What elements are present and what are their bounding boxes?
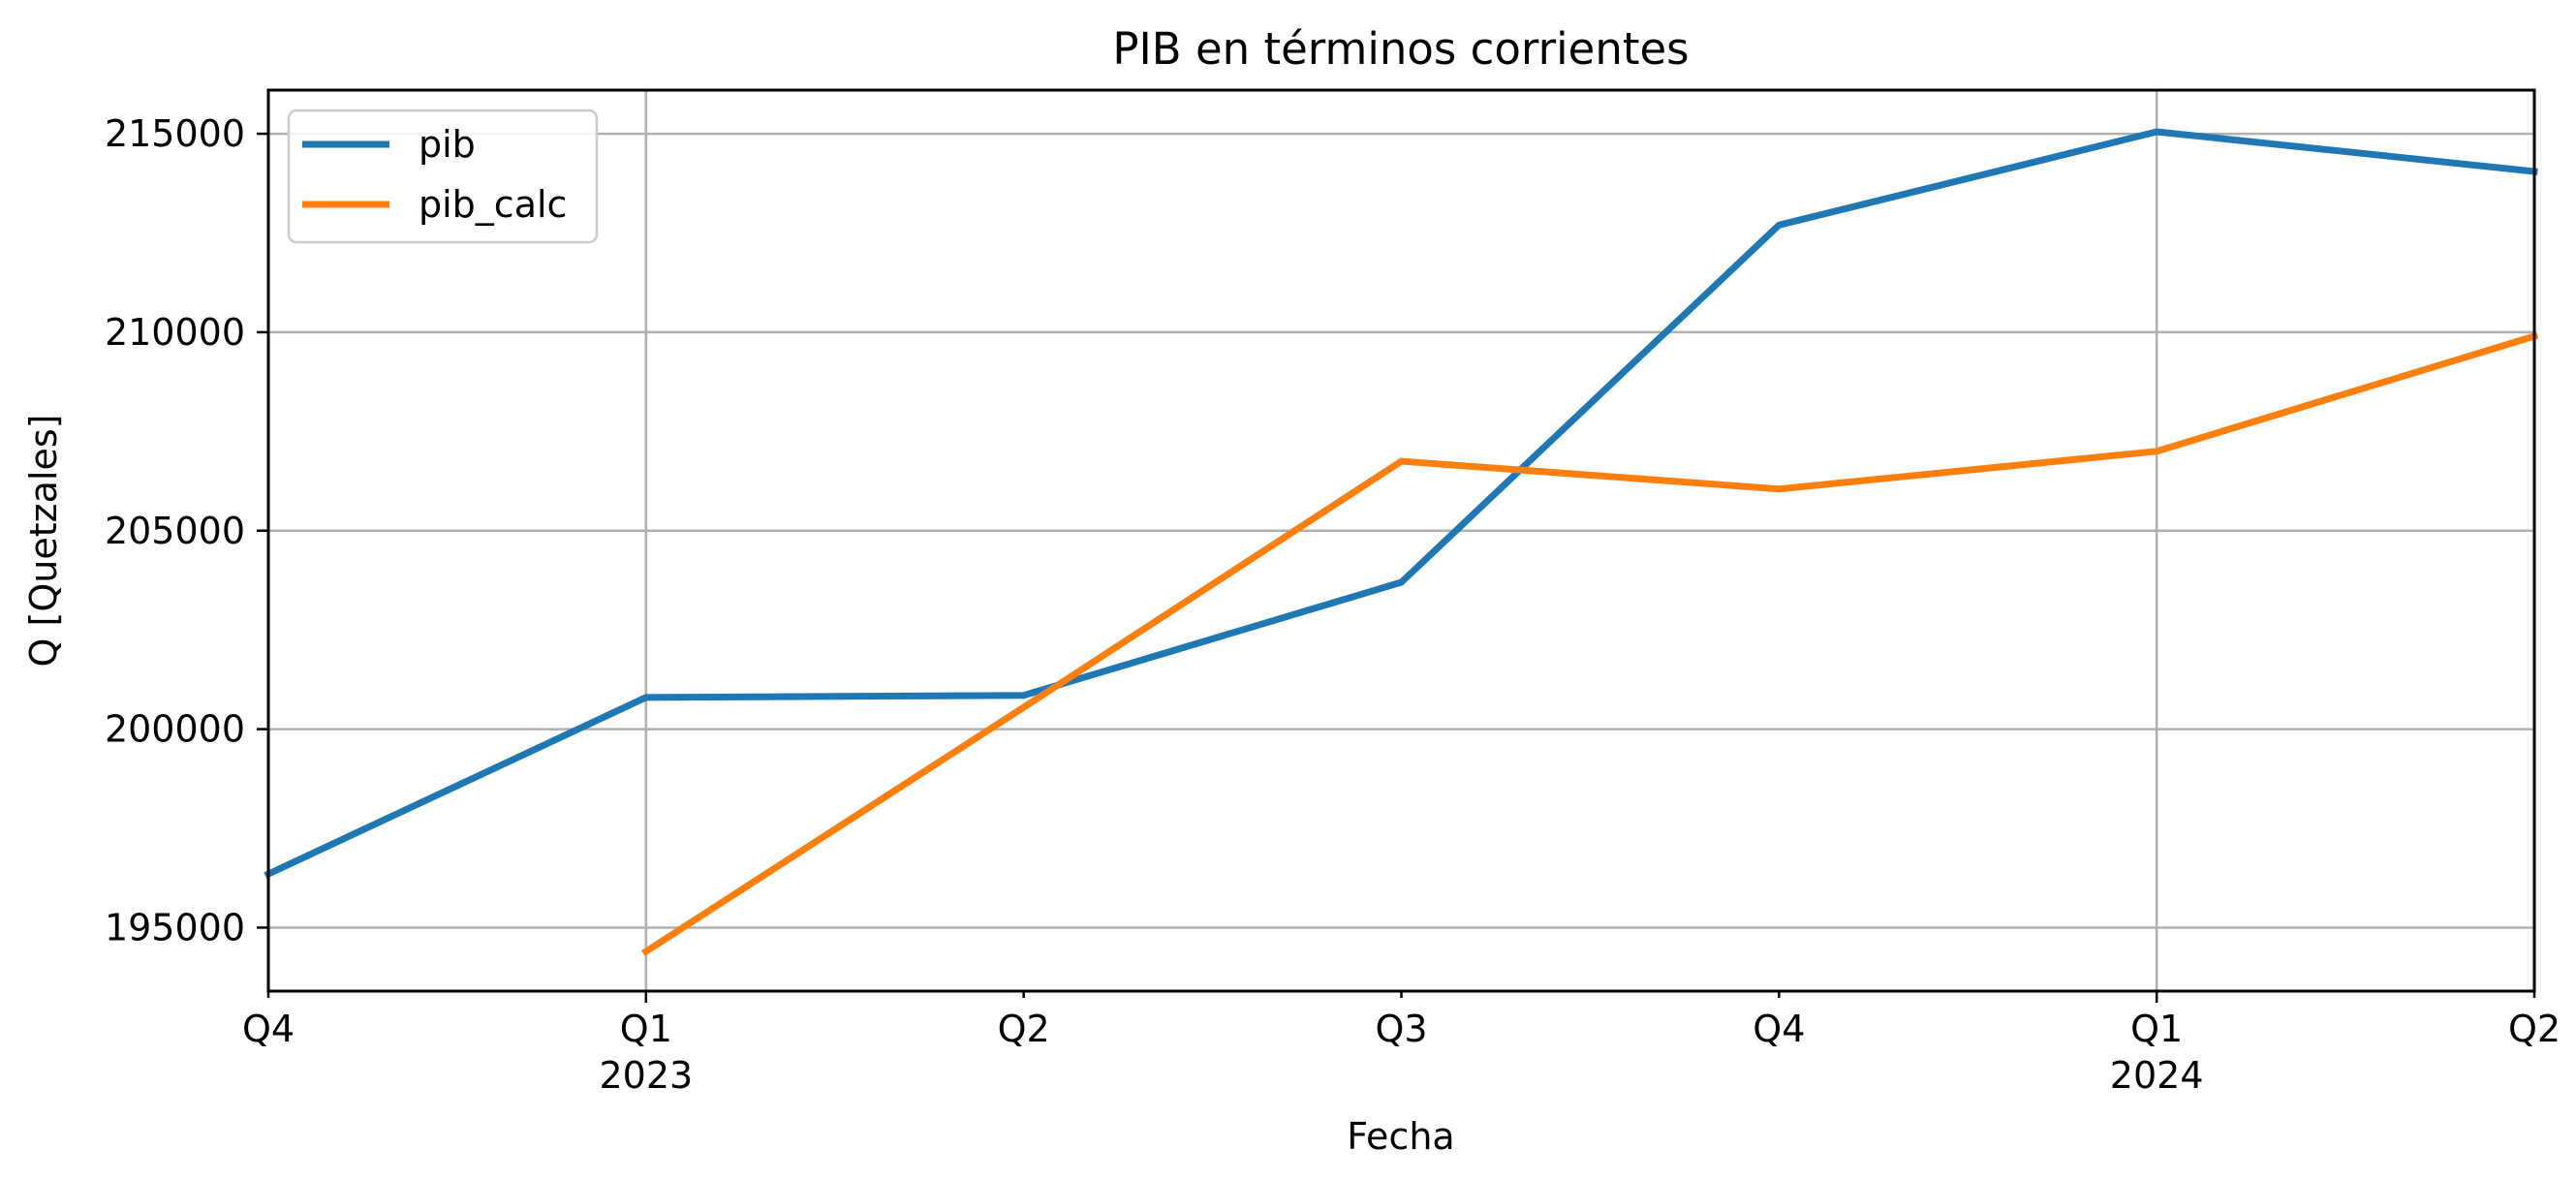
x-axis-label: Fecha xyxy=(1347,1115,1454,1158)
legend-label: pib_calc xyxy=(419,183,567,226)
x-tick-label: Q1 xyxy=(2130,1008,2183,1050)
series-line-pib-calc xyxy=(640,331,2539,956)
x-tick-label: Q2 xyxy=(2508,1008,2560,1050)
x-tick-label: Q4 xyxy=(242,1008,295,1050)
legend-label: pib xyxy=(419,123,476,166)
chart-title: PIB en términos corrientes xyxy=(1112,23,1689,75)
y-tick-label: 215000 xyxy=(105,112,245,155)
x-tick-label: Q3 xyxy=(1375,1008,1427,1050)
x-tick-label: Q4 xyxy=(1753,1008,1805,1050)
y-tick-label: 205000 xyxy=(105,510,245,552)
series-lines xyxy=(264,128,2539,956)
y-tick-label: 200000 xyxy=(105,708,245,751)
y-axis-ticks: 195000 200000 205000 210000 215000 xyxy=(105,112,268,948)
x-tick-year-label: 2024 xyxy=(2110,1054,2204,1097)
series-line-pib xyxy=(264,128,2538,879)
x-tick-label: Q1 xyxy=(620,1008,672,1050)
x-tick-year-label: 2023 xyxy=(599,1054,693,1097)
x-tick-label: Q2 xyxy=(998,1008,1050,1050)
legend: pib pib_calc xyxy=(287,109,599,244)
y-tick-label: 210000 xyxy=(105,311,245,354)
y-axis-label: Q [Quetzales] xyxy=(22,415,65,668)
y-tick-label: 195000 xyxy=(105,906,245,948)
